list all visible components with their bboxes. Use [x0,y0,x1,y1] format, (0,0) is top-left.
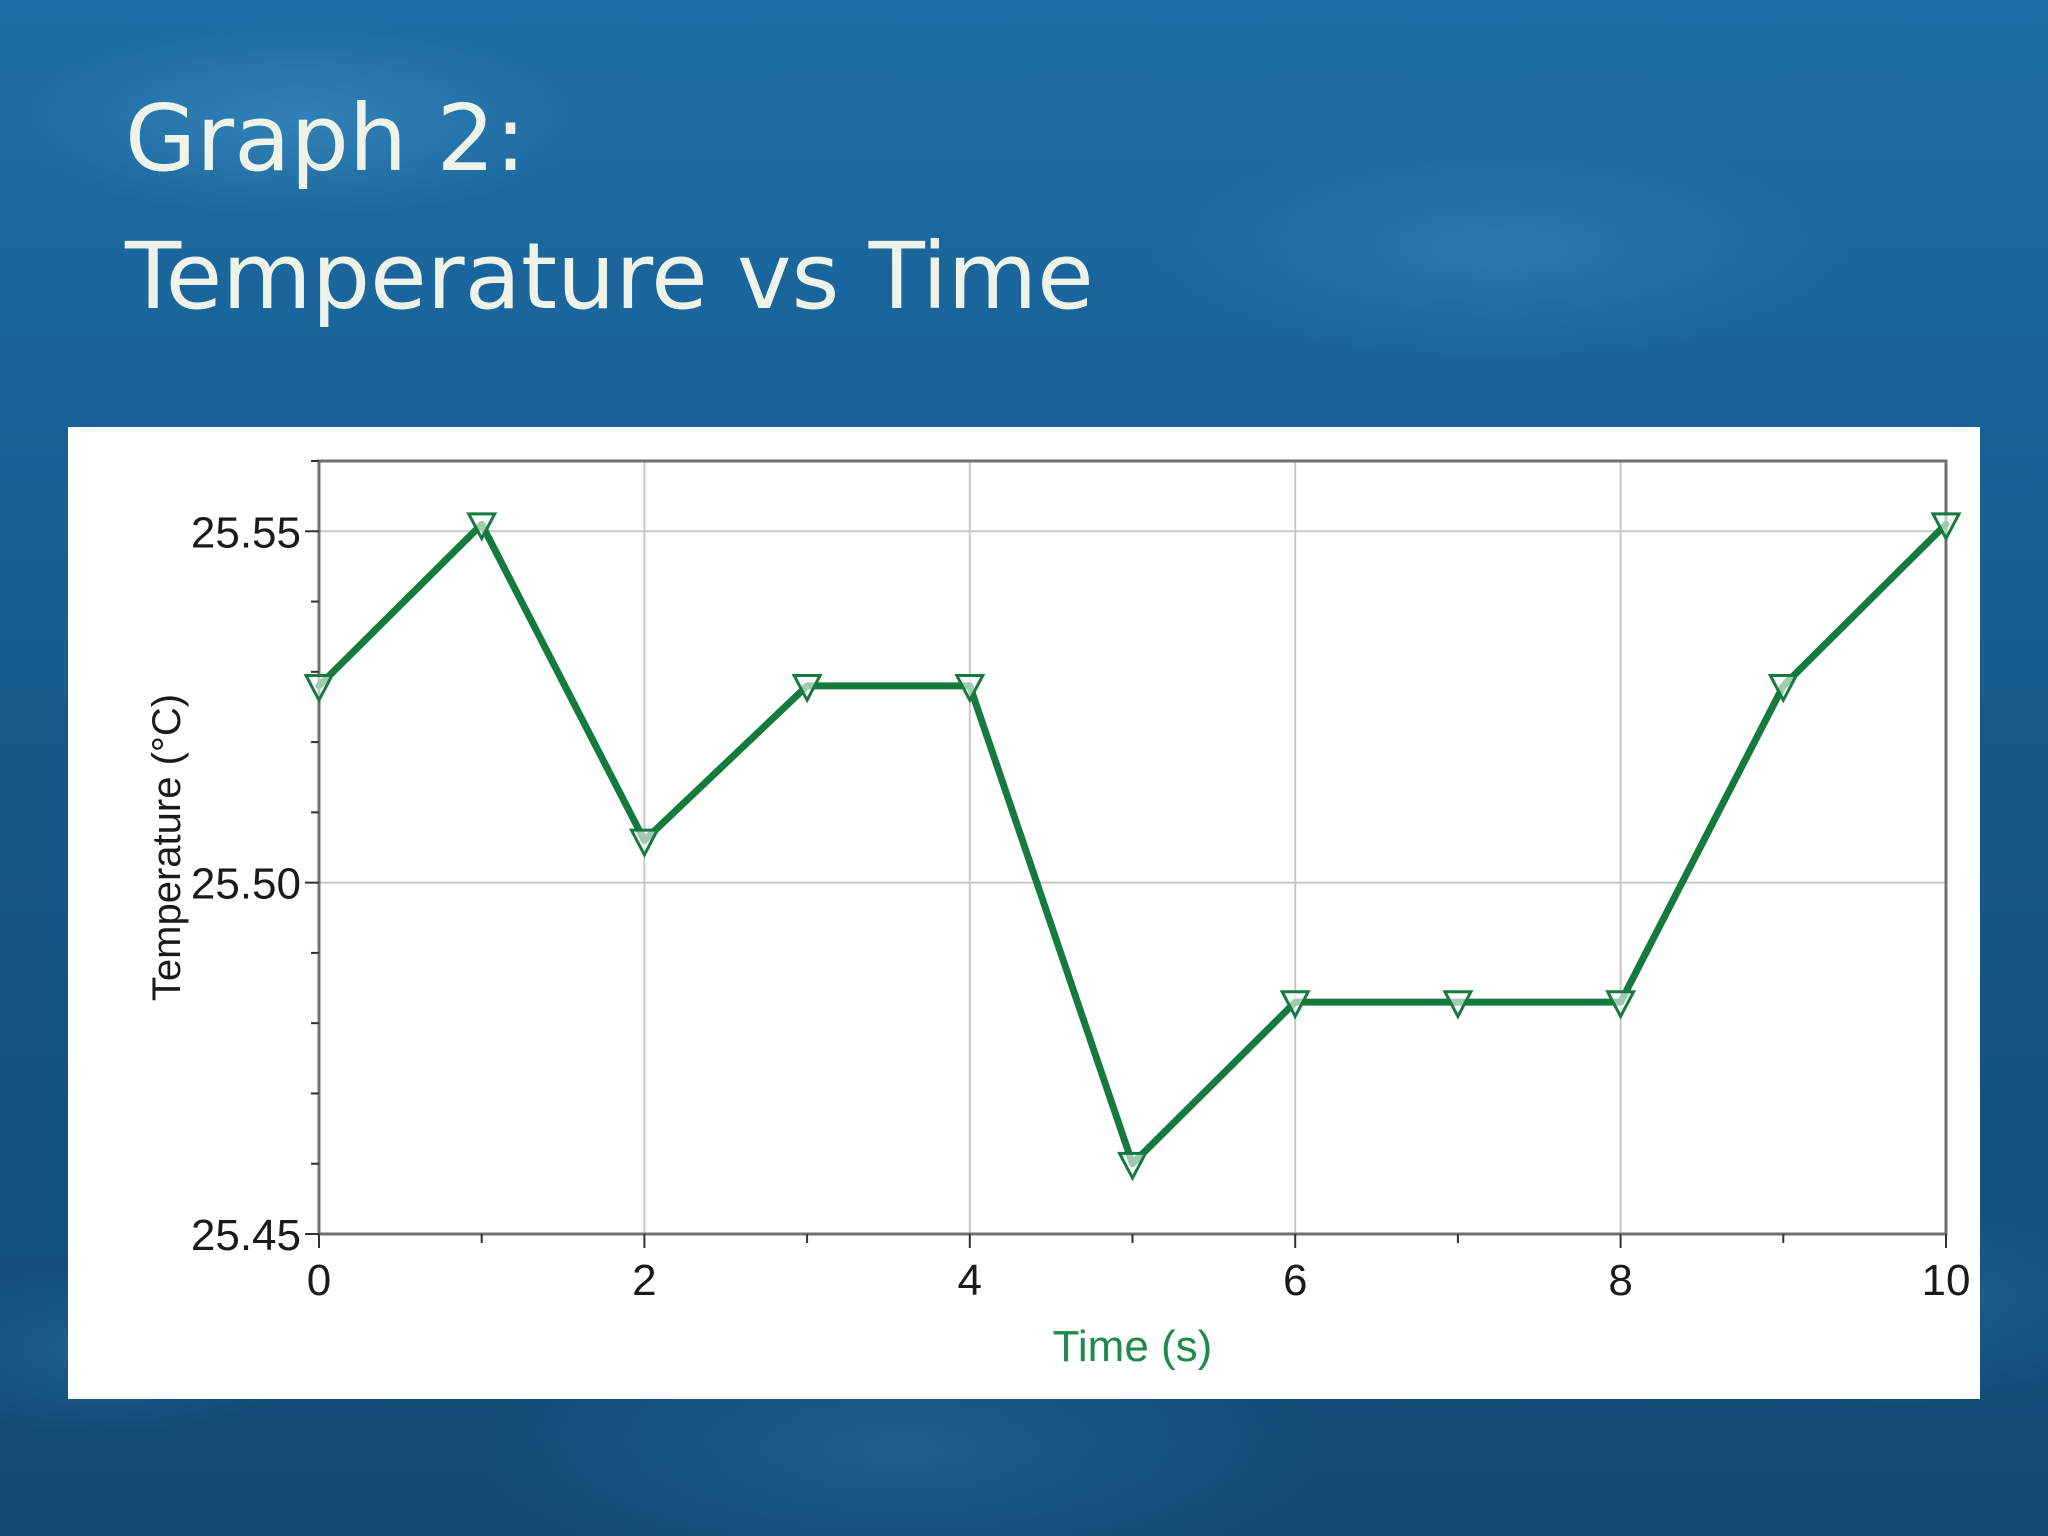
x-axis-title: Time (s) [1053,1322,1213,1371]
x-tick-label: 2 [632,1256,656,1305]
grid [319,461,1946,1234]
data-point-marker [1442,990,1474,1020]
y-tick-label: 25.55 [191,508,301,557]
y-tick-labels: 25.45 25.50 25.55 [191,508,301,1260]
x-tick-labels: 0 2 4 6 8 10 [307,1256,1971,1305]
data-point-marker [466,512,498,542]
x-tick-label: 0 [307,1256,331,1305]
y-tick-label: 25.50 [191,860,301,909]
x-tick-label: 8 [1608,1256,1632,1305]
y-axis-title: Temperature (°C) [145,694,189,1001]
chart-panel: 0 2 4 6 8 10 25.45 25.50 25.55 Time (s) Tempera… [68,427,1980,1399]
data-point-marker [628,828,660,858]
data-point-marker [954,673,986,704]
slide-title-line-2: Temperature vs Time [125,223,1094,330]
data-point-marker [1279,990,1311,1020]
series-line [315,520,1950,1168]
data-point-marker [791,673,823,704]
temperature-time-chart: 0 2 4 6 8 10 25.45 25.50 25.55 Time (s) Tempera… [145,459,1971,1371]
data-point-marker [1605,990,1637,1020]
axis-ticks [305,460,1947,1248]
x-tick-label: 6 [1283,1256,1307,1305]
slide-title: Graph 2: Temperature vs Time [125,70,1825,346]
x-tick-label: 10 [1922,1256,1971,1305]
data-point-marker [1117,1151,1148,1182]
slide-title-line-1: Graph 2: [125,85,526,192]
x-tick-label: 4 [958,1256,982,1305]
y-tick-label: 25.45 [191,1211,301,1260]
data-point-marker [1930,512,1962,542]
data-point-marker [1767,673,1799,704]
data-point-marker [303,673,335,704]
series-layer [303,512,1962,1182]
